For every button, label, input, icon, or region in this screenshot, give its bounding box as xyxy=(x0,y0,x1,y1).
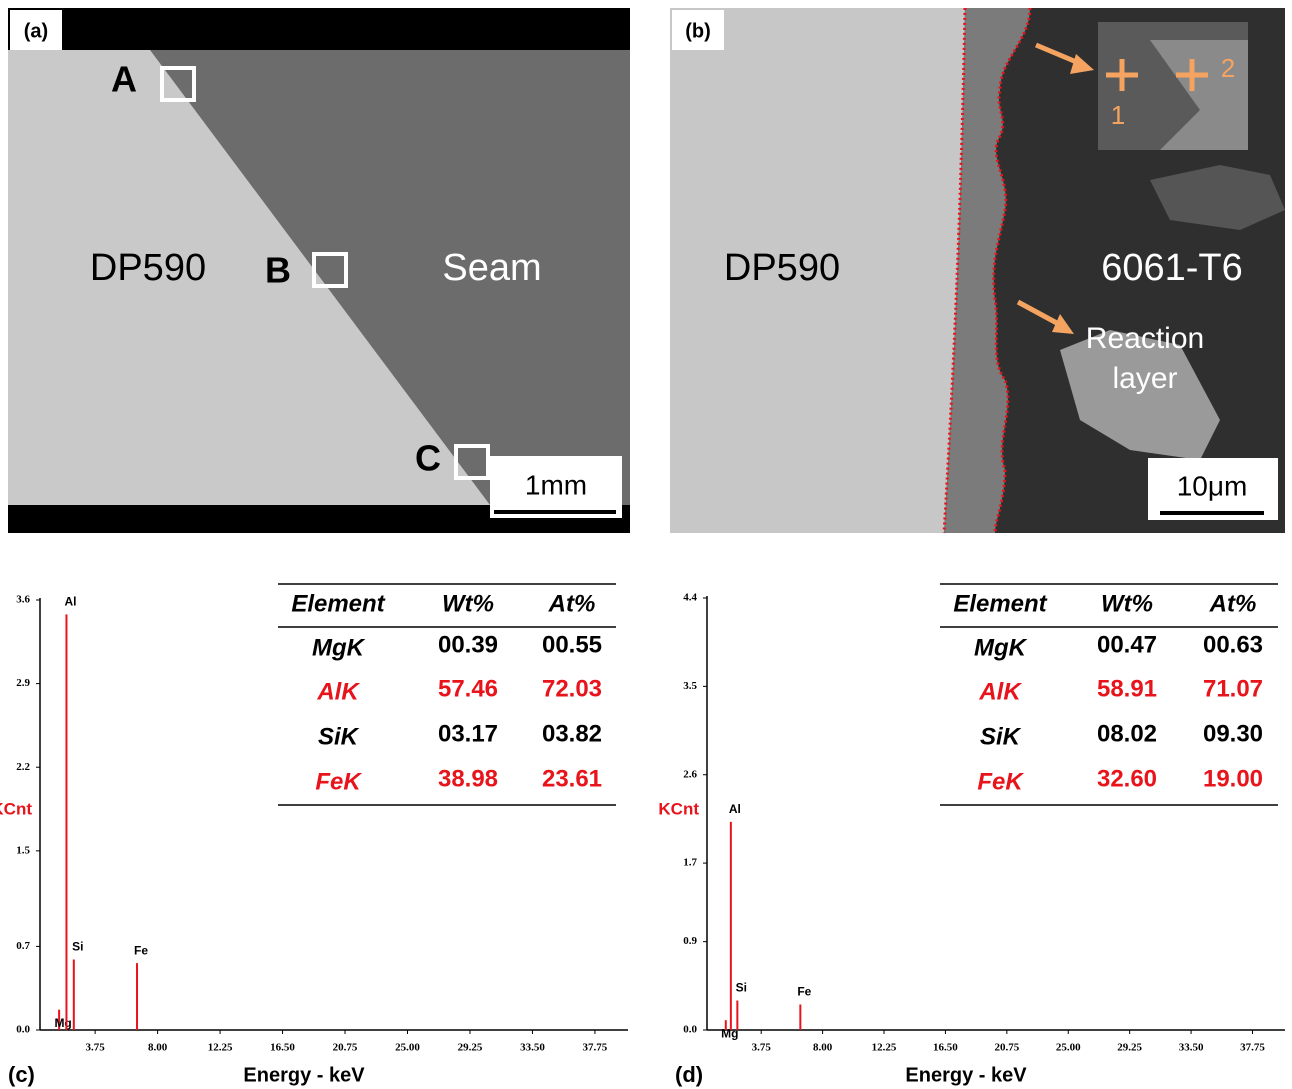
scale-label: 10μm xyxy=(1177,470,1248,501)
table-header: At% xyxy=(548,590,596,617)
peak-label: Mg xyxy=(721,1026,738,1040)
table-cell: MgK xyxy=(974,634,1028,661)
table-cell: 32.60 xyxy=(1097,765,1157,792)
x-tick-label: 12.25 xyxy=(872,1042,897,1054)
y-tick-label: 4.4 xyxy=(683,592,697,604)
peak-label: Fe xyxy=(134,943,148,957)
marker-label: C xyxy=(415,438,441,479)
table-cell: 58.91 xyxy=(1097,675,1157,702)
table-header: Wt% xyxy=(1101,590,1153,617)
peak-label: Fe xyxy=(797,985,811,999)
table-cell: 71.07 xyxy=(1203,675,1263,702)
y-tick-label: 2.6 xyxy=(683,768,697,780)
x-tick-label: 29.25 xyxy=(458,1042,483,1054)
figure: (a) A B C DP590 Seam 1mm (b) 1 2 DP xyxy=(0,0,1292,1089)
table-header: Element xyxy=(291,590,385,617)
table-cell: 00.47 xyxy=(1097,631,1157,658)
table-cell: 23.61 xyxy=(542,765,602,792)
table-cell: MgK xyxy=(312,634,366,661)
y-tick-label: 0.7 xyxy=(16,940,30,952)
region-label: DP590 xyxy=(724,247,840,289)
marker-label: A xyxy=(111,59,137,100)
x-tick-label: 25.00 xyxy=(1056,1042,1081,1054)
panel-label: (a) xyxy=(24,20,48,42)
y-tick-label: 0.0 xyxy=(683,1024,697,1036)
table-cell: FeK xyxy=(315,768,362,795)
micrograph-b: (b) 1 2 DP590 6061-T6 Reaction layer 10μ… xyxy=(670,8,1285,533)
x-tick-label: 33.50 xyxy=(1179,1042,1204,1054)
y-tick-label: 3.5 xyxy=(683,680,697,692)
table-cell: 08.02 xyxy=(1097,720,1157,747)
scale-label: 1mm xyxy=(525,469,587,500)
peak-label: Al xyxy=(729,802,741,816)
table-cell: 09.30 xyxy=(1203,720,1263,747)
y-tick-label: 0.9 xyxy=(683,935,697,947)
x-tick-label: 37.75 xyxy=(1240,1042,1265,1054)
table-cell: 03.82 xyxy=(542,720,602,747)
region-label: DP590 xyxy=(90,247,206,289)
table-cell: FeK xyxy=(977,768,1024,795)
y-axis-title: KCnt xyxy=(658,799,699,818)
panel-label: (d) xyxy=(675,1062,703,1087)
x-tick-label: 12.25 xyxy=(208,1042,233,1054)
point-label: 2 xyxy=(1221,53,1235,83)
table-cell: AlK xyxy=(978,678,1022,705)
x-tick-label: 8.00 xyxy=(148,1042,168,1054)
table-header: Element xyxy=(953,590,1047,617)
y-tick-label: 0.0 xyxy=(16,1024,30,1036)
peak-label: Si xyxy=(736,981,747,995)
table-cell: 00.63 xyxy=(1203,631,1263,658)
y-tick-label: 2.9 xyxy=(16,677,30,689)
y-tick-label: 2.2 xyxy=(16,761,30,773)
micrograph-a: (a) A B C DP590 Seam 1mm xyxy=(8,8,630,533)
panel-label: (c) xyxy=(8,1062,35,1087)
table-cell: 03.17 xyxy=(438,720,498,747)
x-tick-label: 8.00 xyxy=(813,1042,833,1054)
annotation: layer xyxy=(1112,362,1177,395)
x-tick-label: 37.75 xyxy=(583,1042,608,1054)
x-axis-title: Energy - keV xyxy=(243,1064,365,1086)
x-tick-label: 3.75 xyxy=(86,1042,106,1054)
x-tick-label: 20.75 xyxy=(333,1042,358,1054)
table-cell: 57.46 xyxy=(438,675,498,702)
region-label: Seam xyxy=(442,247,541,289)
region-label: 6061-T6 xyxy=(1101,247,1243,289)
y-axis-title: KCnt xyxy=(0,799,32,818)
table-cell: 72.03 xyxy=(542,675,602,702)
panel-label: (b) xyxy=(685,20,711,42)
peak-label: Al xyxy=(64,595,76,609)
table-cell: 00.55 xyxy=(542,631,602,658)
y-tick-label: 1.7 xyxy=(683,857,697,869)
table-cell: SiK xyxy=(318,723,360,750)
x-tick-label: 25.00 xyxy=(395,1042,420,1054)
x-tick-label: 3.75 xyxy=(752,1042,772,1054)
table-header: At% xyxy=(1209,590,1257,617)
x-tick-label: 16.50 xyxy=(933,1042,958,1054)
table-cell: AlK xyxy=(316,678,360,705)
x-tick-label: 29.25 xyxy=(1117,1042,1142,1054)
x-tick-label: 16.50 xyxy=(270,1042,295,1054)
x-axis-title: Energy - keV xyxy=(905,1064,1027,1086)
table-cell: 38.98 xyxy=(438,765,498,792)
peak-label: Mg xyxy=(54,1016,71,1030)
marker-label: B xyxy=(265,250,291,291)
y-tick-label: 3.6 xyxy=(16,594,30,606)
table-cell: 19.00 xyxy=(1203,765,1263,792)
peak-label: Si xyxy=(72,940,83,954)
x-tick-label: 20.75 xyxy=(994,1042,1019,1054)
annotation: Reaction xyxy=(1086,322,1204,355)
table-cell: 00.39 xyxy=(438,631,498,658)
table-cell: SiK xyxy=(980,723,1022,750)
point-label: 1 xyxy=(1111,100,1125,130)
x-tick-label: 33.50 xyxy=(520,1042,545,1054)
y-tick-label: 1.5 xyxy=(16,844,30,856)
table-header: Wt% xyxy=(442,590,494,617)
